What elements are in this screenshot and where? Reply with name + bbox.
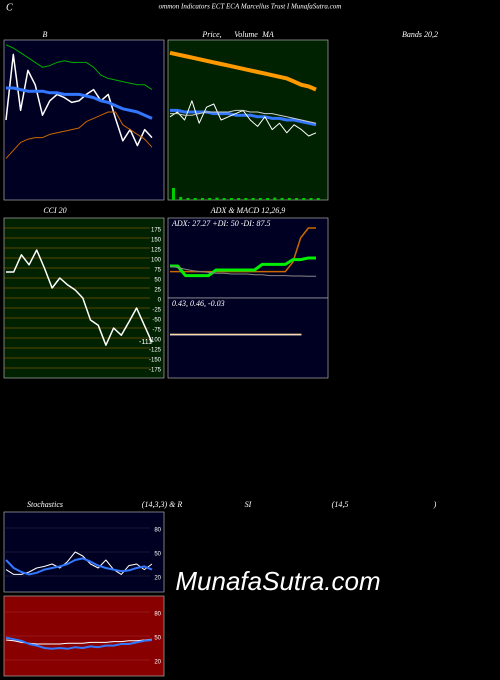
y-tick-label: 20 bbox=[154, 660, 161, 666]
panel-title: B bbox=[43, 30, 48, 39]
y-tick-label: 175 bbox=[151, 228, 162, 234]
volume-bar bbox=[208, 198, 212, 200]
y-tick-label: -75 bbox=[152, 328, 161, 334]
y-tick-label: 50 bbox=[154, 552, 161, 558]
panel-title: Volume bbox=[234, 30, 258, 39]
series-line bbox=[5, 557, 153, 576]
volume-bar bbox=[179, 197, 183, 200]
series-line bbox=[170, 109, 317, 124]
panel-title: (14,5 bbox=[332, 500, 349, 509]
y-tick-label: 80 bbox=[154, 528, 161, 534]
series-line bbox=[5, 44, 153, 91]
volume-bar bbox=[172, 188, 175, 200]
panel bbox=[3, 39, 165, 201]
volume-bar bbox=[316, 198, 320, 200]
y-tick-label: 75 bbox=[154, 268, 161, 274]
panel-title: MA bbox=[261, 30, 274, 39]
y-tick-label: 100 bbox=[151, 258, 162, 264]
panel-title: ADX & MACD 12,26,9 bbox=[210, 206, 285, 215]
series-line bbox=[6, 249, 153, 346]
panel-title: CCI 20 bbox=[43, 206, 66, 215]
volume-bar bbox=[251, 198, 255, 200]
series-line bbox=[169, 50, 317, 92]
panel-title: SI bbox=[245, 500, 252, 509]
volume-bar bbox=[215, 197, 219, 200]
y-tick-label: -25 bbox=[152, 308, 161, 314]
volume-bar bbox=[258, 198, 262, 200]
volume-bar bbox=[244, 198, 248, 200]
volume-bar bbox=[186, 198, 190, 200]
volume-bar bbox=[193, 198, 197, 200]
panel-label: ADX: 27.27 +DI: 50 -DI: 87.5 bbox=[171, 219, 271, 228]
y-tick-label: -175 bbox=[149, 368, 162, 374]
watermark: MunafaSutra.com bbox=[175, 566, 380, 596]
y-tick-label: 25 bbox=[154, 288, 161, 294]
y-tick-label: -150 bbox=[149, 358, 162, 364]
series-line bbox=[5, 636, 153, 650]
y-tick-label: -125 bbox=[149, 348, 162, 354]
series-line bbox=[5, 111, 153, 159]
y-tick-label: -100 bbox=[149, 338, 162, 344]
volume-bar bbox=[222, 198, 226, 200]
y-tick-label: 80 bbox=[154, 612, 161, 618]
volume-bar bbox=[273, 197, 277, 200]
page-title: ommon Indicators ECT ECA Marcellus Trust… bbox=[159, 3, 342, 11]
panel bbox=[167, 39, 329, 201]
y-tick-label: -50 bbox=[152, 318, 161, 324]
series-line bbox=[5, 53, 153, 147]
panel-title: Stochastics bbox=[27, 500, 63, 509]
series-line bbox=[170, 108, 317, 127]
series-line bbox=[169, 265, 316, 277]
volume-bar bbox=[280, 198, 284, 200]
volume-bar bbox=[229, 198, 233, 200]
panel-title: Bands 20,2 bbox=[402, 30, 438, 39]
panel bbox=[167, 297, 329, 379]
volume-bar bbox=[200, 198, 204, 200]
volume-bar bbox=[309, 198, 313, 200]
series-line bbox=[6, 86, 153, 120]
y-tick-label: 0 bbox=[158, 298, 162, 304]
series-line bbox=[5, 551, 153, 575]
y-tick-label: 20 bbox=[154, 576, 161, 582]
volume-bar bbox=[237, 198, 241, 200]
y-tick-label: 150 bbox=[151, 238, 162, 244]
volume-bar bbox=[302, 198, 306, 200]
y-tick-label: 125 bbox=[151, 248, 162, 254]
panel-label: 0.43, 0.46, -0.03 bbox=[172, 299, 225, 308]
panel-title: (14,3,3) & R bbox=[142, 500, 183, 509]
volume-bar bbox=[266, 198, 270, 200]
volume-bar bbox=[287, 198, 291, 200]
panel-title: Price, bbox=[201, 30, 221, 39]
series-line bbox=[170, 256, 316, 278]
panel-title: ) bbox=[433, 500, 437, 509]
title-initial: C bbox=[6, 2, 13, 13]
y-tick-label: 50 bbox=[154, 636, 161, 642]
series-line bbox=[170, 227, 316, 273]
y-tick-label: 50 bbox=[154, 278, 161, 284]
value-label: -111 bbox=[139, 339, 152, 346]
volume-bar bbox=[295, 198, 299, 200]
